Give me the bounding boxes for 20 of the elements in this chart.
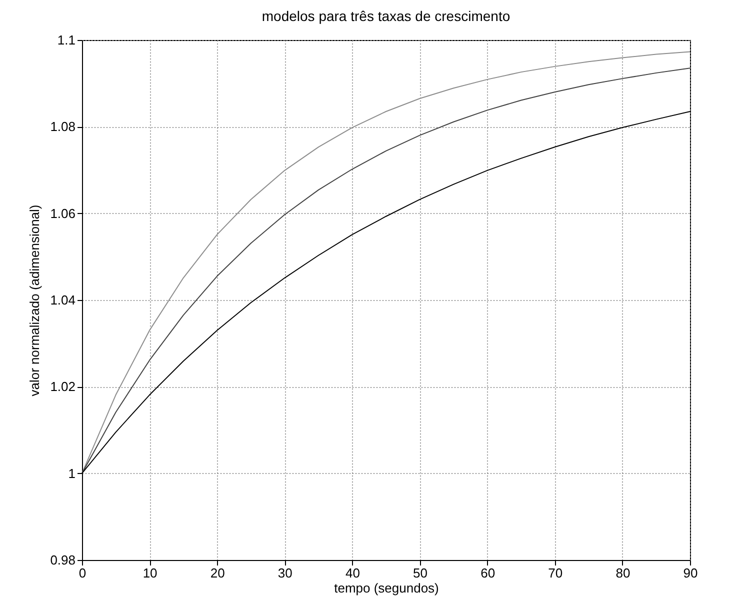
y-tick-label: 1.04 bbox=[50, 292, 76, 308]
x-tick-label: 60 bbox=[480, 566, 496, 580]
x-axis-title: tempo (segundos) bbox=[334, 580, 439, 596]
y-tick-label: 1.08 bbox=[50, 119, 76, 134]
x-tick-label: 50 bbox=[413, 566, 428, 580]
y-axis-title: valor normalizado (adimensional) bbox=[27, 204, 42, 396]
y-tick-label: 1.06 bbox=[50, 206, 76, 221]
y-tick-label: 1.1 bbox=[57, 32, 76, 48]
chart-title: modelos para três taxas de crescimento bbox=[262, 8, 510, 24]
x-tick-label: 70 bbox=[548, 566, 563, 580]
x-tick-label: 30 bbox=[278, 566, 292, 580]
y-tick-label: 0.98 bbox=[50, 552, 76, 568]
y-tick-label: 1.02 bbox=[50, 379, 76, 394]
x-tick-label: 40 bbox=[345, 566, 360, 580]
x-tick-label: 90 bbox=[683, 566, 698, 580]
x-tick-label: 20 bbox=[210, 566, 225, 580]
y-tick-label: 1 bbox=[68, 466, 76, 481]
x-tick-label: 0 bbox=[78, 566, 86, 580]
x-tick-label: 80 bbox=[616, 566, 630, 580]
x-tick-label: 10 bbox=[142, 566, 158, 580]
